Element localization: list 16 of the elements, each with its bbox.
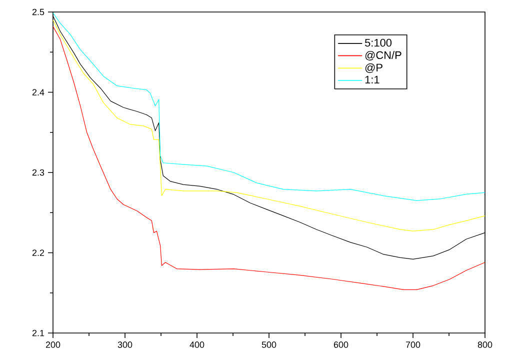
y-tick-label: 2.2 [32, 250, 44, 256]
legend-label: @CN/P [365, 50, 402, 60]
y-tick-label: 2.5 [32, 8, 44, 16]
legend-label: @P [365, 63, 382, 73]
x-tick-label: 700 [406, 342, 420, 348]
x-tick-label: 400 [190, 342, 204, 348]
legend-label: 5:100 [364, 38, 392, 47]
x-tick-label: 300 [118, 342, 132, 348]
x-tick-label: 500 [262, 342, 276, 348]
x-tick-label: 600 [334, 342, 348, 348]
y-tick-label: 2.1 [32, 330, 44, 336]
y-tick-label: 2.3 [32, 169, 44, 176]
x-tick-label: 800 [478, 342, 492, 348]
legend-label: 1:1 [365, 76, 380, 84]
y-tick-label: 2.4 [32, 89, 44, 96]
x-tick-label: 200 [46, 342, 60, 348]
